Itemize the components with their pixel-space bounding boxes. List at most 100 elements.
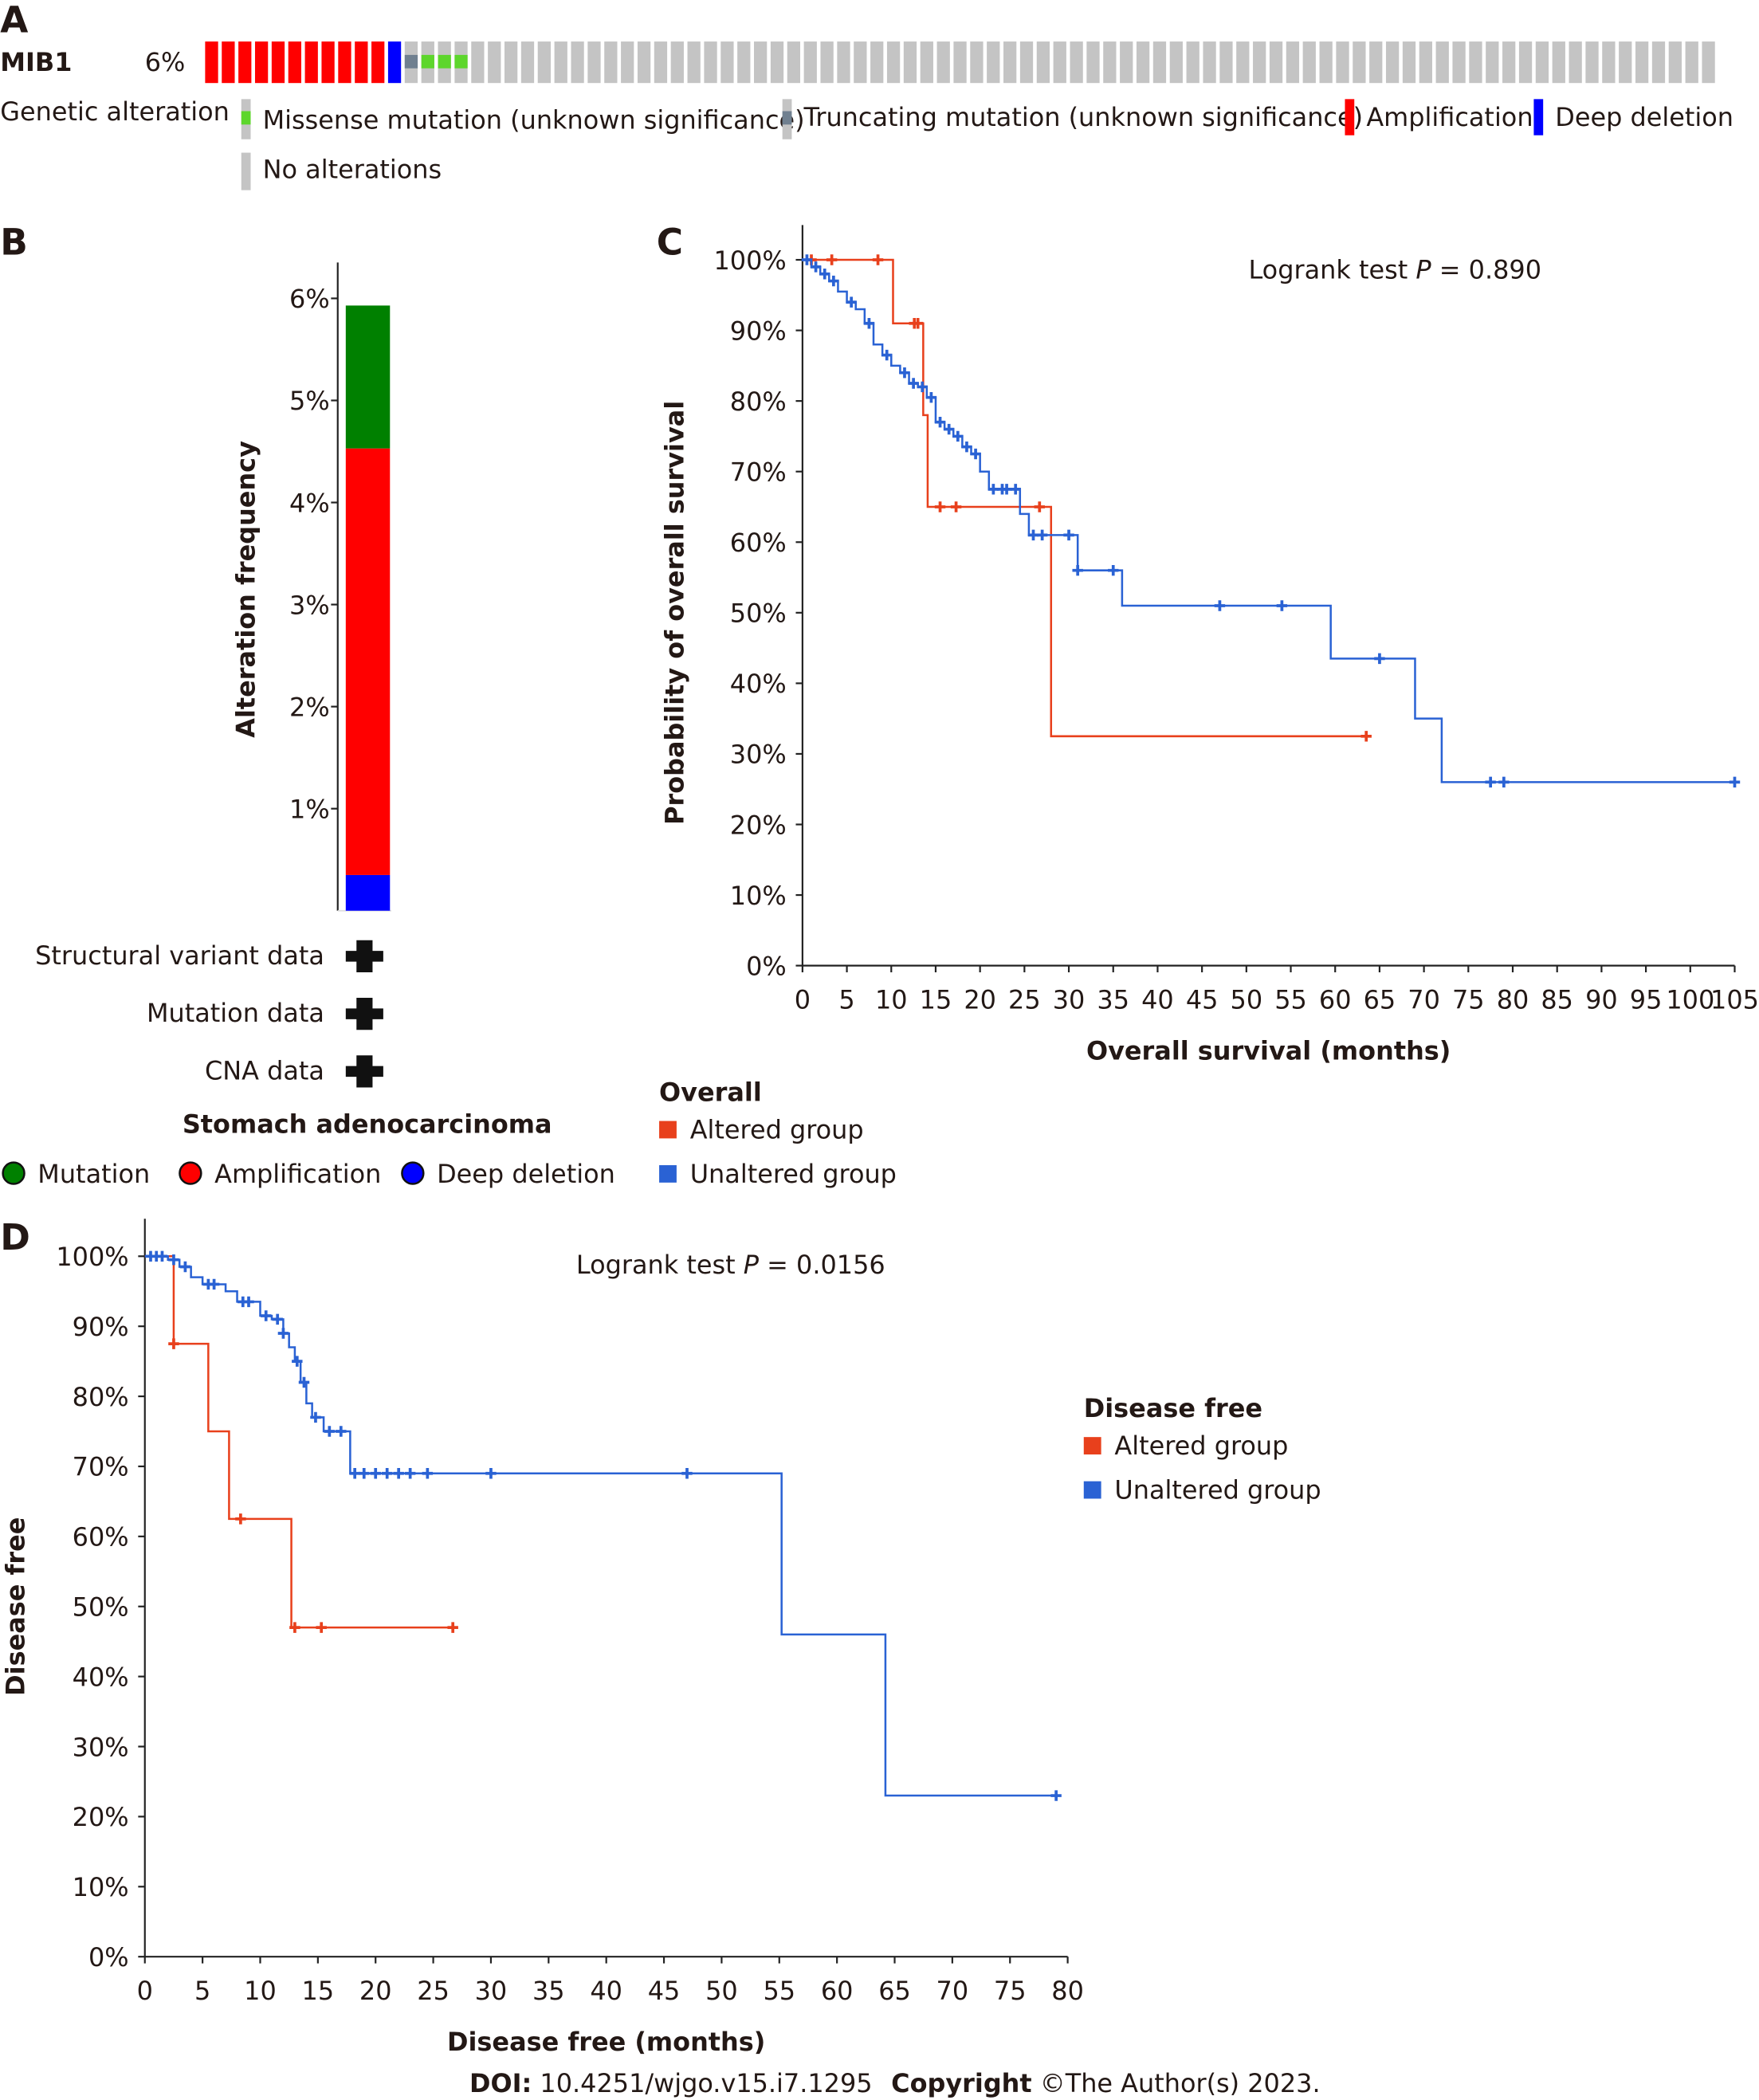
sample-unaltered (1702, 41, 1715, 84)
sample-unaltered (1219, 41, 1233, 84)
x-axis-label: Overall survival (months) (1086, 1035, 1451, 1066)
sample-unaltered (1302, 41, 1316, 84)
x-tick-label: 80 (1497, 984, 1529, 1015)
plus-icon (345, 940, 383, 973)
x-tick-label: 5 (838, 984, 854, 1015)
sample-unaltered (1369, 41, 1383, 84)
censor-mark-unaltered-group (243, 1296, 254, 1308)
x-tick-label: 70 (1408, 984, 1440, 1015)
truncating-mark (404, 54, 418, 69)
x-tick-label: 25 (1008, 984, 1041, 1015)
sample-unaltered (520, 41, 535, 84)
y-axis-label: Disease free (1, 1517, 31, 1696)
missense-mark (438, 54, 451, 69)
logrank-annotation: Logrank test P = 0.0156 (576, 1250, 885, 1280)
sample-amplification (288, 41, 301, 84)
sample-unaltered (1452, 41, 1466, 84)
sample-unaltered (1003, 41, 1017, 84)
y-tick-label: 10% (73, 1872, 129, 1902)
sample-unaltered (537, 41, 552, 84)
censor-mark-unaltered-group (681, 1468, 693, 1479)
censor-mark-unaltered-group (846, 296, 857, 308)
x-tick-label: 105 (1710, 984, 1759, 1015)
y-tick-label: 30% (73, 1732, 129, 1762)
disease-free-chart: 0% 10% 20% 30% 40% 50% 60% 70% 80% 90% 100% 0 5 10 15 2… (1, 1219, 1321, 2057)
x-tick-label: 95 (1630, 984, 1663, 1015)
sample-unaltered (504, 41, 518, 84)
x-tick-label: 5 (194, 1976, 210, 2006)
censor-mark-unaltered-group (168, 1254, 179, 1266)
censor-mark-unaltered-group (970, 448, 981, 460)
sample-unaltered (1236, 41, 1250, 84)
gene-name: MIB1 (0, 47, 72, 77)
legend-dot-mutation (2, 1161, 26, 1185)
sample-unaltered (1136, 41, 1150, 84)
y-tick-label: 10% (730, 881, 787, 911)
y-tick-label: 5% (289, 386, 330, 416)
sample-unaltered (1435, 41, 1449, 84)
sample-unaltered (1103, 41, 1117, 84)
censor-mark-altered-group (934, 501, 946, 512)
legend-truncating: Truncating mutation (unknown significanc… (782, 99, 1363, 139)
sample-unaltered (920, 41, 933, 84)
svg-text:No alterations: No alterations (263, 155, 442, 185)
y-tick-label: 4% (289, 488, 330, 518)
sample-unaltered (903, 41, 917, 84)
legend-swatch (1083, 1437, 1101, 1455)
sample-unaltered (1169, 41, 1183, 84)
censor-mark-altered-group (235, 1513, 246, 1525)
censor-mark-unaltered-group (422, 1468, 434, 1479)
censor-mark-altered-group (316, 1622, 327, 1633)
censor-mark-unaltered-group (404, 1468, 416, 1479)
y-tick-label: 40% (73, 1662, 129, 1692)
sample-unaltered (1602, 41, 1616, 84)
censor-mark-unaltered-group (863, 317, 875, 329)
censor-mark-altered-group (289, 1622, 300, 1633)
sample-unaltered (770, 41, 784, 84)
censor-mark-unaltered-group (1036, 529, 1048, 541)
legend-dot-amplification (179, 1161, 202, 1185)
x-tick-label: 50 (1231, 984, 1263, 1015)
curve-unaltered-group (144, 1255, 1057, 1797)
svg-text:Missense mutation (unknown sig: Missense mutation (unknown significance) (263, 104, 805, 135)
censor-mark-altered-group (826, 254, 838, 265)
sample-unaltered (554, 41, 567, 84)
sample-unaltered (1486, 41, 1499, 84)
sample-amplification (338, 41, 351, 84)
curve-unaltered-group (802, 258, 1735, 783)
x-tick-label: 0 (795, 984, 811, 1015)
bar-deep-deletion (345, 874, 391, 911)
x-tick-label: 0 (137, 1976, 153, 2006)
x-tick-label: 10 (244, 1976, 277, 2006)
legend-swatch (659, 1165, 677, 1183)
x-axis-label: Disease free (months) (447, 2027, 765, 2057)
censor-mark-unaltered-group (961, 441, 972, 453)
censor-mark-unaltered-group (393, 1468, 404, 1479)
x-tick-label: 15 (302, 1976, 335, 2006)
x-tick-label: 30 (1053, 984, 1086, 1015)
censor-mark-unaltered-group (1072, 564, 1083, 576)
x-tick-label: 20 (359, 1976, 392, 2006)
y-tick-label: 30% (730, 740, 787, 770)
svg-text:Amplification: Amplification (1366, 102, 1533, 132)
sample-unaltered (687, 41, 701, 84)
sample-unaltered (1651, 41, 1666, 84)
x-tick-label: 45 (1186, 984, 1219, 1015)
bar-amplification (345, 448, 391, 875)
sample-unaltered (754, 41, 768, 84)
x-tick-label: 40 (1141, 984, 1174, 1015)
legend-label: Altered group (1114, 1431, 1288, 1461)
censor-mark-unaltered-group (370, 1468, 381, 1479)
sample-unaltered (1286, 41, 1300, 84)
sample-unaltered (1502, 41, 1516, 84)
sample-amplification (238, 41, 252, 84)
y-tick-label: 70% (730, 457, 787, 487)
y-axis-label: Probability of overall survival (659, 401, 689, 825)
censor-mark-unaltered-group (277, 1328, 289, 1339)
sample-unaltered (837, 41, 850, 84)
y-tick-label: 20% (73, 1802, 129, 1832)
plus-icon (345, 1055, 383, 1088)
legend-title: Overall (659, 1077, 762, 1107)
censor-mark-unaltered-group (1729, 776, 1741, 788)
